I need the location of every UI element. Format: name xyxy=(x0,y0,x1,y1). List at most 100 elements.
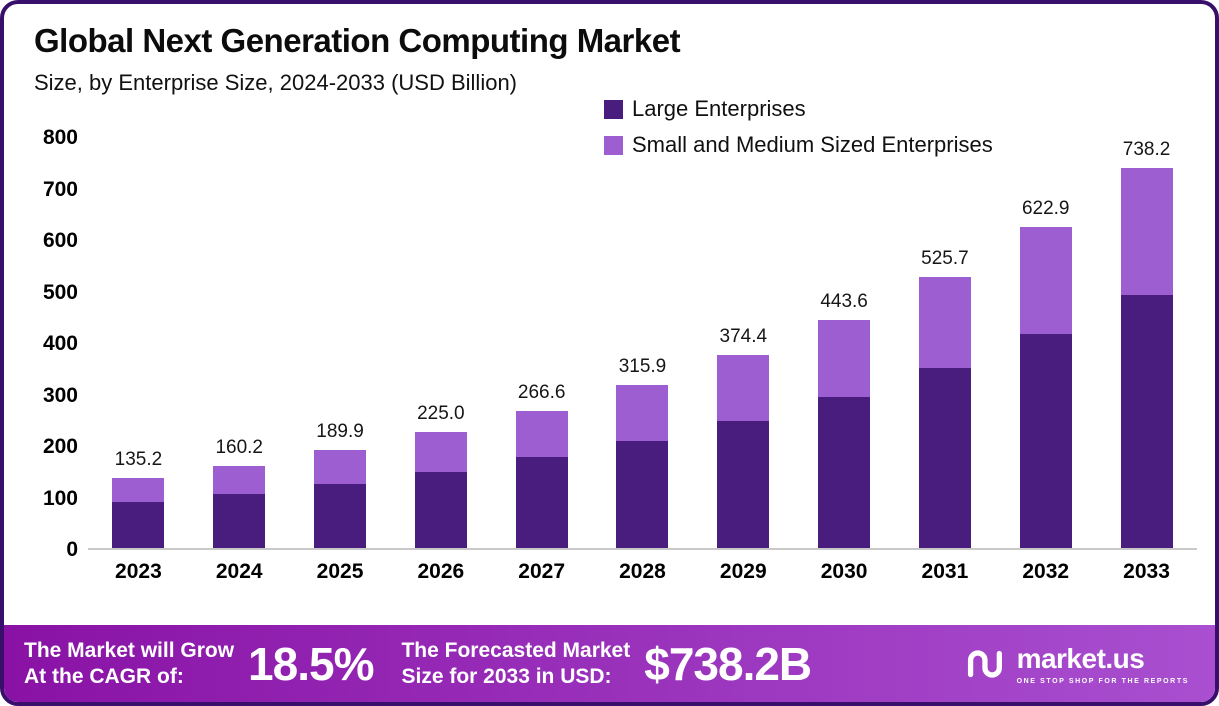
bar-total-label: 160.2 xyxy=(215,436,263,458)
bar-segment-large xyxy=(213,494,266,548)
bar-total-label: 622.9 xyxy=(1021,198,1070,220)
bar-segment-large xyxy=(717,420,770,548)
bar-stack xyxy=(314,450,367,548)
bar-segment-sme xyxy=(414,432,467,472)
x-axis-label: 2032 xyxy=(1022,560,1070,583)
chart-title: Global Next Generation Computing Market xyxy=(34,22,681,59)
bar-group: 135.2 xyxy=(88,449,189,548)
y-axis-label: 600 xyxy=(42,229,78,252)
brand-name: market.us xyxy=(1016,642,1145,674)
legend-swatch xyxy=(604,99,623,119)
bar-group: 374.4 xyxy=(693,326,794,548)
x-axis-label: 2028 xyxy=(619,560,666,583)
bar-segment-sme xyxy=(314,450,367,484)
bar-segment-sme xyxy=(818,319,871,397)
bar-segment-sme xyxy=(717,355,770,421)
brand-tagline: ONE STOP SHOP FOR THE REPORTS xyxy=(1016,677,1189,685)
bar-group: 266.6 xyxy=(491,382,592,548)
header: Global Next Generation Computing Market … xyxy=(4,4,1215,96)
bar-total-label: 443.6 xyxy=(820,290,868,312)
market-us-logo-icon xyxy=(967,649,1002,678)
bar-segment-sme xyxy=(515,410,568,457)
legend: Large Enterprises Small and Medium Sized … xyxy=(604,96,993,158)
x-axis-label: 2031 xyxy=(921,560,969,583)
bar-group: 315.9 xyxy=(592,356,693,548)
bar-stack xyxy=(1120,167,1173,548)
bar-group: 160.2 xyxy=(189,437,290,548)
y-axis: 800 700 600 500 400 300 200 100 0 xyxy=(16,126,88,561)
y-axis-label: 500 xyxy=(42,280,78,304)
bar-total-label: 374.4 xyxy=(719,326,768,348)
footer-banner: The Market will Grow At the CAGR of: 18.… xyxy=(4,625,1215,702)
bar-segment-large xyxy=(1120,294,1173,548)
cagr-value: 18.5% xyxy=(248,637,374,690)
bars-row: 135.2 160.2 189.9 225.0 266.6 315.9 374.4 443.6… xyxy=(88,138,1197,548)
bar-segment-large xyxy=(414,471,467,548)
bar-segment-large xyxy=(1019,334,1072,548)
bar-stack xyxy=(213,465,266,548)
x-axis-label: 2024 xyxy=(215,560,263,583)
y-axis-label: 800 xyxy=(42,126,78,149)
bar-segment-sme xyxy=(918,277,971,368)
legend-item: Large Enterprises xyxy=(604,96,993,122)
bar-segment-large xyxy=(515,456,568,548)
forecast-label-line1: The Forecasted Market xyxy=(401,638,631,662)
bar-group: 443.6 xyxy=(794,291,895,548)
bar-stack xyxy=(717,355,770,548)
bar-segment-large xyxy=(818,396,871,548)
bar-stack xyxy=(414,432,467,548)
legend-label: Large Enterprises xyxy=(632,96,806,121)
bar-stack xyxy=(616,385,669,548)
bar-segment-sme xyxy=(1120,167,1173,295)
x-axis-row: 2023 2024 2025 2026 2027 2028 2029 2030 2031 2032… xyxy=(88,560,1197,584)
bar-stack xyxy=(918,277,971,548)
chart-subtitle: Size, by Enterprise Size, 2024-2033 (USD… xyxy=(34,70,518,95)
y-axis-label: 400 xyxy=(42,332,78,355)
forecast-label: The Forecasted Market Size for 2033 in U… xyxy=(401,638,630,689)
forecast-value: $738.2B xyxy=(644,637,812,690)
bar-stack xyxy=(818,319,871,548)
bar-stack xyxy=(515,410,568,548)
bar-segment-large xyxy=(112,502,165,548)
x-axis-label: 2026 xyxy=(417,560,465,583)
x-axis-label: 2033 xyxy=(1123,560,1170,583)
bar-total-label: 525.7 xyxy=(921,248,969,270)
bar-group: 622.9 xyxy=(995,198,1096,548)
x-axis-label: 2025 xyxy=(316,560,364,583)
bar-segment-sme xyxy=(1019,227,1072,335)
bar-total-label: 266.6 xyxy=(517,381,566,403)
chart-area: 800 700 600 500 400 300 200 100 0 135.2 160.2 189.… xyxy=(16,126,1197,561)
y-axis-label: 100 xyxy=(42,486,78,510)
bar-group: 525.7 xyxy=(895,248,996,548)
legend-item: Small and Medium Sized Enterprises xyxy=(604,132,993,158)
bar-total-label: 225.0 xyxy=(417,403,465,425)
plot-area: 135.2 160.2 189.9 225.0 266.6 315.9 374.4 443.6… xyxy=(88,138,1197,550)
x-axis-label: 2027 xyxy=(518,560,566,583)
y-axis-label: 200 xyxy=(42,435,78,458)
y-axis-label: 300 xyxy=(42,383,78,407)
bar-segment-sme xyxy=(616,385,669,442)
cagr-label: The Market will Grow At the CAGR of: xyxy=(24,638,234,689)
forecast-label-line2: Size for 2033 in USD: xyxy=(401,664,612,688)
legend-swatch xyxy=(604,135,623,155)
bar-group: 738.2 xyxy=(1096,139,1197,548)
bar-stack xyxy=(1019,227,1072,548)
bar-stack xyxy=(112,478,165,548)
x-axis-label: 2029 xyxy=(719,560,767,583)
brand: market.us ONE STOP SHOP FOR THE REPORTS xyxy=(961,641,1195,687)
y-axis-label: 700 xyxy=(42,177,78,201)
legend-label: Small and Medium Sized Enterprises xyxy=(632,132,993,157)
cagr-label-line2: At the CAGR of: xyxy=(24,664,184,688)
bar-group: 189.9 xyxy=(290,421,391,548)
y-axis-label: 0 xyxy=(66,538,78,561)
bar-segment-sme xyxy=(213,465,266,495)
brand-text: market.us ONE STOP SHOP FOR THE REPORTS xyxy=(1017,643,1189,685)
bar-total-label: 189.9 xyxy=(316,421,364,443)
bar-segment-sme xyxy=(112,478,165,503)
bar-segment-large xyxy=(616,441,669,548)
bar-group: 225.0 xyxy=(390,403,491,548)
x-axis-label: 2030 xyxy=(820,560,868,583)
cagr-label-line1: The Market will Grow xyxy=(24,638,235,662)
bar-total-label: 135.2 xyxy=(114,449,163,471)
